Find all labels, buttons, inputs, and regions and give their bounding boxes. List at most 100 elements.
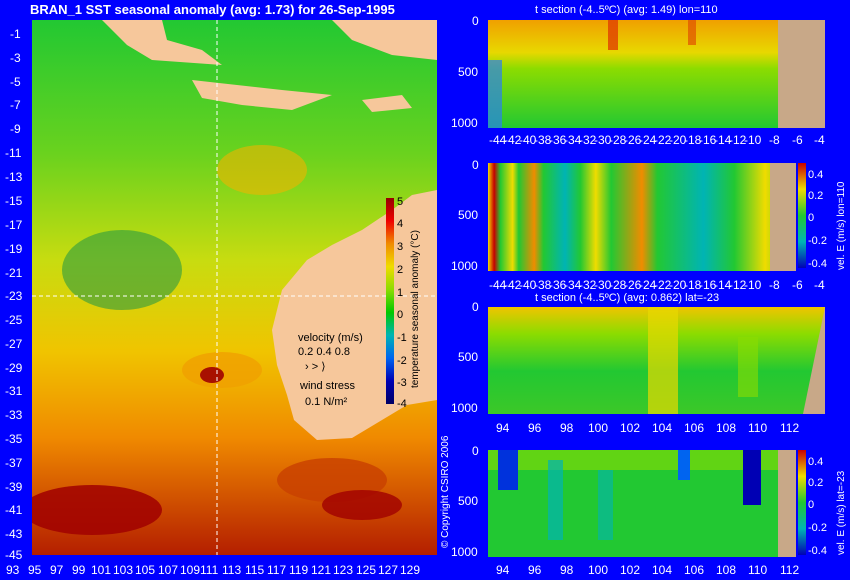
x-tick: -30 [594,278,612,292]
wind-legend-value: 0.1 N/m² [305,396,348,408]
x-tick: -38 [534,278,552,292]
x-tick: -32 [579,133,597,147]
x-tick: 106 [684,563,705,577]
x-tick: -44 [489,278,507,292]
y-tick: -37 [5,456,23,470]
x-tick: -36 [549,278,567,292]
x-tick: -34 [564,278,582,292]
y-tick: -13 [5,170,23,184]
panel4-heatmap [488,450,796,557]
map-title: BRAN_1 SST seasonal anomaly (avg: 1.73) … [30,2,395,17]
y-tick: -15 [5,194,23,208]
colorbar-tick: -0.4 [808,258,827,270]
x-tick: -6 [792,278,803,292]
x-tick: -34 [564,133,582,147]
x-tick: -18 [684,278,702,292]
x-tick: 95 [28,563,42,577]
x-tick: 94 [496,421,510,435]
y-tick: 500 [458,65,479,79]
colorbar-tick: 3 [397,241,404,253]
x-tick: 123 [333,563,354,577]
panel3-title: t section (-4..5ºC) (avg: 0.862) lat=-23 [535,292,720,304]
x-tick: 106 [684,421,705,435]
colorbar-tick: 4 [397,218,404,230]
y-tick: -23 [5,289,23,303]
x-tick: 96 [528,563,542,577]
y-tick: 500 [458,494,479,508]
x-tick: -22 [654,133,672,147]
y-tick: -27 [5,337,23,351]
colorbar-tick: 2 [397,264,404,276]
x-tick: 119 [289,563,309,577]
x-tick: -32 [579,278,597,292]
x-tick: -26 [624,133,642,147]
x-tick: -8 [769,133,780,147]
x-tick: 104 [652,563,673,577]
colorbar-tick: -3 [397,377,407,389]
velocity-legend-title: velocity (m/s) [298,332,363,344]
map-colorbar [386,198,394,404]
y-tick: -11 [5,146,22,160]
copyright: © Copyright CSIRO 2006 [440,435,451,548]
y-tick: -45 [5,548,23,562]
x-tick: -24 [639,278,657,292]
x-tick: 99 [72,563,86,577]
x-tick: 102 [620,421,641,435]
x-tick: 107 [158,563,179,577]
x-tick: -8 [769,278,780,292]
x-tick: 127 [378,563,399,577]
panel4-side-label: vel. E (m/s) lat=-23 [836,470,847,555]
x-tick: 97 [50,563,64,577]
x-tick: -30 [594,133,612,147]
colorbar-tick: -2 [397,355,407,367]
colorbar-tick: -0.2 [808,235,827,247]
y-tick: 1000 [451,401,478,415]
y-tick: -29 [5,361,23,375]
y-tick: -19 [5,242,23,256]
x-tick: 98 [560,563,574,577]
x-tick: 101 [91,563,112,577]
colorbar-tick: 0 [808,499,815,511]
y-tick: 1000 [451,545,478,559]
x-tick: 112 [780,563,800,577]
x-tick: 129 [400,563,421,577]
x-tick: 121 [311,563,332,577]
x-tick: 112 [780,421,800,435]
wind-legend-title: wind stress [300,380,356,392]
x-tick: 96 [528,421,542,435]
x-tick: 93 [6,563,20,577]
x-tick: 100 [588,421,609,435]
panel2-heatmap [488,163,796,271]
colorbar-tick: -0.2 [808,522,827,534]
y-tick: -9 [10,122,21,136]
x-tick: 98 [560,421,574,435]
y-tick: 0 [472,158,479,172]
colorbar-tick: 0 [397,309,404,321]
y-tick: 1000 [451,259,478,273]
panel1-title: t section (-4..5ºC) (avg: 1.49) lon=110 [535,4,718,16]
x-tick: 125 [356,563,377,577]
y-tick: -43 [5,527,23,541]
colorbar-tick: 0.2 [808,190,824,202]
velocity-arrows-icon: › ˃ ⟩ [305,361,326,373]
x-tick: -40 [519,278,537,292]
y-tick: -5 [10,75,21,89]
x-tick: -16 [699,278,717,292]
y-tick: -31 [5,384,23,398]
y-tick: -7 [10,98,21,112]
x-tick: -20 [669,278,687,292]
y-tick: -33 [5,408,23,422]
x-tick: 110 [748,421,768,435]
colorbar-tick: 0 [808,212,815,224]
x-tick: 108 [716,563,737,577]
x-tick: 108 [716,421,737,435]
x-tick: 100 [588,563,609,577]
x-tick: -10 [744,133,762,147]
x-tick: 103 [113,563,134,577]
x-tick: 110 [748,563,768,577]
x-tick: -14 [714,133,732,147]
x-tick: -42 [504,133,522,147]
y-tick: 500 [458,208,479,222]
panel2-colorbar [798,163,806,268]
x-tick: 105 [135,563,156,577]
